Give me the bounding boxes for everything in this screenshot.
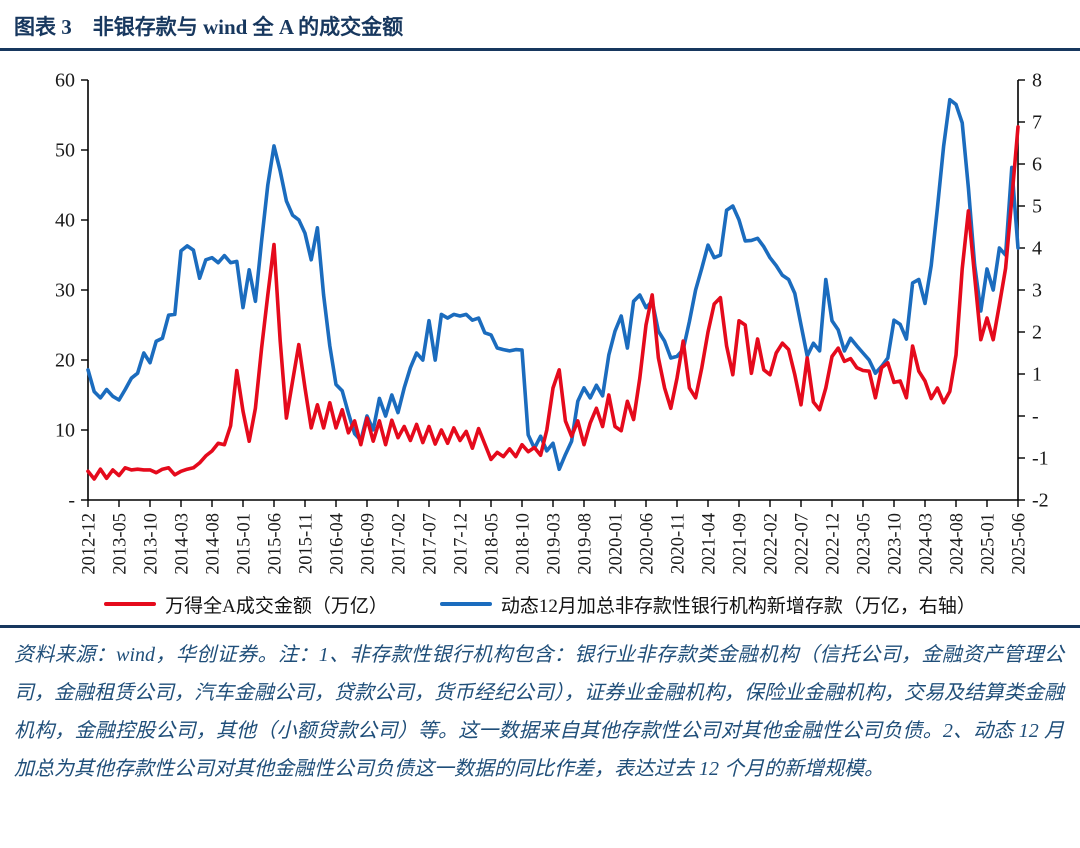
y-axis-right-label: 4	[1032, 238, 1042, 260]
x-axis-label: 2015-11	[297, 513, 317, 574]
y-axis-left-label: 60	[55, 70, 75, 92]
x-axis-label: 2013-05	[111, 513, 131, 575]
x-axis-label: 2020-01	[607, 513, 627, 575]
x-axis-label: 2020-11	[669, 513, 689, 574]
x-axis-label: 2022-12	[824, 513, 844, 575]
x-axis-label: 2016-04	[328, 513, 348, 575]
x-axis-label: 2019-08	[576, 513, 596, 575]
legend-item-wind-all-a: 万得全A成交金额（万亿）	[104, 591, 388, 618]
y-axis-right-label: -	[1032, 406, 1039, 428]
y-axis-right-label: 7	[1032, 112, 1042, 134]
y-axis-right-label: 1	[1032, 364, 1042, 386]
x-axis-label: 2024-08	[948, 513, 968, 575]
y-axis-right-label: -1	[1032, 448, 1049, 470]
y-axis-right-label: 6	[1032, 154, 1042, 176]
x-axis-label: 2015-01	[235, 513, 255, 575]
y-axis-right-label: 2	[1032, 322, 1042, 344]
x-axis-label: 2023-05	[855, 513, 875, 575]
title-rule	[0, 48, 1080, 51]
y-axis-right-label: -2	[1032, 490, 1049, 512]
x-axis-label: 2017-12	[452, 513, 472, 575]
x-axis-label: 2025-06	[1010, 513, 1030, 575]
x-axis-label: 2023-10	[886, 513, 906, 575]
y-axis-left-label: 20	[55, 350, 75, 372]
x-axis-label: 2021-09	[731, 513, 751, 575]
x-axis-label: 2020-06	[638, 513, 658, 575]
y-axis-left-label: 40	[55, 210, 75, 232]
x-axis-label: 2018-05	[483, 513, 503, 575]
source-note: 资料来源：wind，华创证券。注：1、非存款性银行机构包含：银行业非存款类金融机…	[14, 644, 1064, 780]
legend-item-nonbank-deposits: 动态12月加总非存款性银行机构新增存款（万亿，右轴）	[439, 591, 976, 618]
x-axis-label: 2016-09	[359, 513, 379, 575]
legend-line-blue-icon	[439, 601, 492, 607]
y-axis-left-label: 50	[55, 140, 75, 162]
report-figure: 图表 3 非银存款与 wind 全 A 的成交金额 - 10 20 30 40 50 60 -…	[0, 15, 1080, 780]
y-axis-left-label: 30	[55, 280, 75, 302]
series-line-wind-all-a	[86, 125, 1020, 481]
y-axis-left-label: -	[68, 490, 75, 512]
x-axis-label: 2012-12	[80, 513, 100, 575]
legend-label-nonbank-deposits: 动态12月加总非存款性银行机构新增存款（万亿，右轴）	[500, 595, 976, 617]
legend-label-wind-all-a: 万得全A成交金额（万亿）	[165, 595, 388, 617]
legend-line-red-icon	[104, 601, 157, 607]
x-axis-label: 2014-03	[173, 513, 193, 575]
x-axis-label: 2019-03	[545, 513, 565, 575]
x-axis-label: 2013-10	[142, 513, 162, 575]
y-axis-left-label: 10	[55, 420, 75, 442]
x-axis-label: 2018-10	[514, 513, 534, 575]
chart-legend: 万得全A成交金额（万亿） 动态12月加总非存款性银行机构新增存款（万亿，右轴）	[0, 591, 1080, 617]
x-axis-label: 2015-06	[266, 513, 286, 575]
x-axis-label: 2022-02	[762, 513, 782, 575]
x-axis-label: 2014-08	[204, 513, 224, 575]
x-axis-label: 2022-07	[793, 513, 813, 575]
footer-rule	[0, 625, 1080, 628]
x-axis-label: 2021-04	[700, 513, 720, 575]
y-axis-right-label: 8	[1032, 70, 1042, 92]
x-axis-label: 2024-03	[917, 513, 937, 575]
y-axis-right-label: 5	[1032, 196, 1042, 218]
figure-title: 图表 3 非银存款与 wind 全 A 的成交金额	[14, 15, 404, 39]
series-line-nonbank-new-deposits	[86, 97, 1020, 472]
x-axis-label: 2017-07	[421, 513, 441, 575]
x-axis-label: 2025-01	[979, 513, 999, 575]
x-axis-label: 2017-02	[390, 513, 410, 575]
y-axis-right-label: 3	[1032, 280, 1042, 302]
